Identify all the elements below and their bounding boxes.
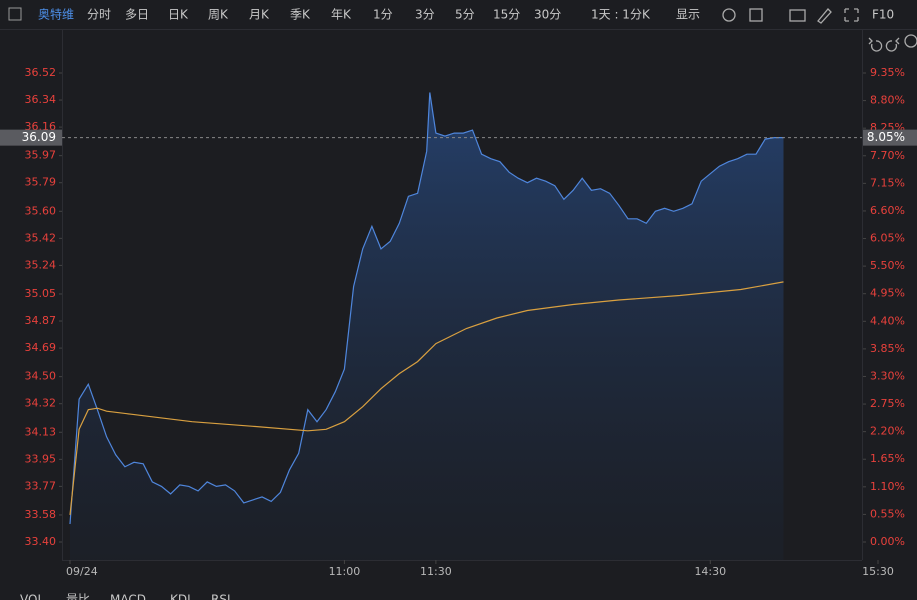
current-change-label: 8.05% xyxy=(867,130,905,144)
x-tick-label: 11:30 xyxy=(420,565,452,578)
undo-icon[interactable] xyxy=(868,37,883,52)
y-tick-label: 34.32 xyxy=(25,397,57,410)
toolbar-tab[interactable]: 分时 xyxy=(87,8,111,22)
average-line xyxy=(69,281,784,515)
y2-tick-label: 9.35% xyxy=(870,66,905,79)
y-tick-label: 33.77 xyxy=(25,479,57,492)
y2-tick-label: 7.70% xyxy=(870,149,905,162)
y-tick-label: 35.60 xyxy=(25,204,57,217)
y-tick-label: 35.42 xyxy=(25,231,57,244)
fullscreen-icon[interactable] xyxy=(844,8,859,22)
y2-tick-label: 0.55% xyxy=(870,507,905,520)
y-tick-label: 35.05 xyxy=(25,287,57,300)
toolbar-tab[interactable]: 月K xyxy=(249,8,270,22)
toolbar-tab[interactable]: 周K xyxy=(208,8,229,22)
price-line xyxy=(69,92,784,525)
stock-name[interactable]: 奥特维 xyxy=(38,7,74,22)
indicator-tab[interactable]: RSI xyxy=(211,593,231,600)
y2-tick-label: 3.30% xyxy=(870,369,905,382)
x-tick-label: 11:00 xyxy=(329,565,361,578)
y-tick-label: 34.13 xyxy=(25,425,57,438)
toolbar-tab[interactable]: 1分 xyxy=(373,8,393,22)
current-price-label: 36.09 xyxy=(22,130,56,144)
toolbar-tab[interactable]: 季K xyxy=(290,8,311,22)
y2-tick-label: 4.95% xyxy=(870,287,905,300)
y2-tick-label: 5.50% xyxy=(870,259,905,272)
toolbar-tab[interactable]: 5分 xyxy=(455,8,475,22)
toolbar xyxy=(0,0,917,30)
redo-icon[interactable] xyxy=(885,37,900,52)
x-tick-label: 15:30 xyxy=(862,565,894,578)
toolbar-icons xyxy=(722,8,917,52)
y-tick-label: 36.34 xyxy=(25,93,57,106)
indicator-tab[interactable]: 量比 xyxy=(66,593,90,600)
toolbar-tab[interactable]: 15分 xyxy=(493,8,520,22)
y2-tick-label: 1.10% xyxy=(870,480,905,493)
y-tick-label: 35.97 xyxy=(25,149,57,162)
y-tick-label: 35.79 xyxy=(25,176,57,189)
y-tick-label: 34.87 xyxy=(25,314,57,327)
toolbar-tab[interactable]: 3分 xyxy=(415,8,435,22)
y-tick-label: 35.24 xyxy=(25,258,57,271)
y2-tick-label: 2.75% xyxy=(870,397,905,410)
f10-tab[interactable]: F10 xyxy=(872,8,894,22)
panel-icon[interactable] xyxy=(8,7,22,21)
y2-tick-label: 1.65% xyxy=(870,452,905,465)
y-tick-label: 33.40 xyxy=(25,535,57,548)
toolbar-tab[interactable]: 日K xyxy=(168,8,189,22)
price-area xyxy=(70,92,784,560)
toolbar-tab[interactable]: 多日 xyxy=(125,8,149,22)
y2-tick-label: 4.40% xyxy=(870,314,905,327)
y2-tick-label: 2.20% xyxy=(870,425,905,438)
y2-tick-label: 6.60% xyxy=(870,204,905,217)
camera-icon[interactable] xyxy=(789,9,806,22)
y2-tick-label: 0.00% xyxy=(870,535,905,548)
toolbar-tab[interactable]: 显示 xyxy=(676,8,700,22)
y-tick-label: 36.52 xyxy=(25,66,57,79)
x-tick-label: 09/24 xyxy=(66,565,98,578)
y2-tick-label: 8.80% xyxy=(870,94,905,107)
y-tick-label: 33.95 xyxy=(25,452,57,465)
pen-icon[interactable] xyxy=(817,8,832,24)
settings-icon[interactable] xyxy=(722,8,736,22)
y2-tick-label: 3.85% xyxy=(870,342,905,355)
toolbar-tab[interactable]: 30分 xyxy=(534,8,561,22)
indicator-tab[interactable]: KDJ xyxy=(170,593,191,600)
current-price-box xyxy=(0,129,62,146)
y-tick-label: 34.50 xyxy=(25,370,57,383)
square-icon[interactable] xyxy=(749,8,763,22)
indicator-tab[interactable]: VOL xyxy=(20,593,44,600)
toolbar-tab[interactable]: 年K xyxy=(331,8,352,22)
y-tick-label: 33.58 xyxy=(25,508,57,521)
y2-tick-label: 6.05% xyxy=(870,232,905,245)
indicator-tab[interactable]: MACD xyxy=(110,593,146,600)
zoom-icon[interactable] xyxy=(904,34,917,48)
toolbar-tab[interactable]: 1天 : 1分K xyxy=(591,8,651,22)
x-tick-label: 14:30 xyxy=(694,565,726,578)
y2-tick-label: 7.15% xyxy=(870,176,905,189)
y-tick-label: 34.69 xyxy=(25,341,57,354)
current-change-box xyxy=(863,129,917,146)
